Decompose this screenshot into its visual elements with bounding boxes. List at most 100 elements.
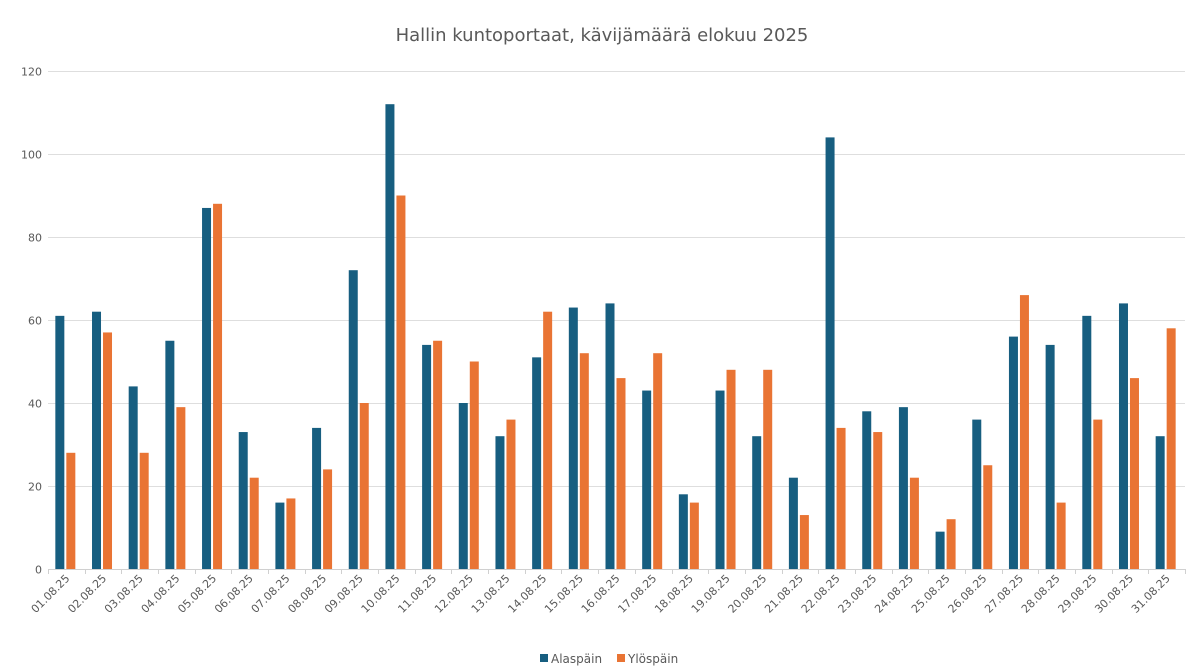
bar-ylospain — [543, 311, 553, 569]
bar-alaspain — [275, 502, 285, 569]
y-tick-label: 20 — [28, 481, 42, 494]
x-tick-label: 30.08.25 — [1092, 572, 1136, 616]
bar-alaspain — [972, 419, 982, 569]
bar-ylospain — [579, 353, 589, 569]
x-tick-label: 04.08.25 — [139, 572, 183, 616]
x-tick-label: 02.08.25 — [65, 572, 109, 616]
x-tick-label: 16.08.25 — [579, 572, 623, 616]
x-tick-label: 23.08.25 — [836, 572, 880, 616]
x-tick-label: 10.08.25 — [359, 572, 403, 616]
x-tick-label: 31.08.25 — [1129, 572, 1173, 616]
bar-ylospain — [1166, 328, 1176, 569]
bar-ylospain — [103, 332, 113, 569]
bar-alaspain — [898, 407, 908, 569]
bar-alaspain — [1155, 436, 1165, 569]
bar-ylospain — [909, 477, 919, 569]
y-tick-label: 40 — [28, 398, 42, 411]
bar-alaspain — [312, 427, 322, 569]
bar-alaspain — [385, 104, 395, 569]
bar-alaspain — [678, 494, 688, 569]
bar-alaspain — [568, 307, 578, 569]
bar-alaspain — [55, 315, 65, 569]
x-tick-label: 18.08.25 — [652, 572, 696, 616]
bar-ylospain — [213, 203, 223, 570]
bar-ylospain — [1129, 378, 1139, 569]
legend-swatch — [540, 654, 548, 662]
y-tick-label: 80 — [28, 232, 42, 245]
x-tick-label: 12.08.25 — [432, 572, 476, 616]
bar-ylospain — [946, 519, 956, 569]
x-tick-label: 21.08.25 — [762, 572, 806, 616]
x-tick-label: 29.08.25 — [1056, 572, 1100, 616]
x-tick-label: 05.08.25 — [175, 572, 219, 616]
bar-ylospain — [323, 469, 333, 569]
x-tick-label: 15.08.25 — [542, 572, 586, 616]
x-tick-label: 07.08.25 — [249, 572, 293, 616]
bar-alaspain — [935, 531, 945, 569]
bar-ylospain — [799, 515, 809, 569]
x-tick-label: 11.08.25 — [395, 572, 439, 616]
bar-ylospain — [176, 407, 186, 569]
legend-swatch — [617, 654, 625, 662]
bar-alaspain — [92, 311, 102, 569]
bar-ylospain — [616, 378, 626, 569]
bar-ylospain — [506, 419, 516, 569]
legend-label: Ylöspäin — [627, 652, 678, 666]
bar-ylospain — [689, 502, 699, 569]
bar-alaspain — [642, 390, 652, 569]
bar-ylospain — [983, 465, 993, 569]
x-tick-label: 25.08.25 — [909, 572, 953, 616]
bar-alaspain — [532, 357, 542, 569]
bar-alaspain — [605, 303, 615, 569]
bar-ylospain — [66, 452, 76, 569]
bar-alaspain — [752, 436, 762, 569]
x-tick-label: 13.08.25 — [469, 572, 513, 616]
y-tick-label: 0 — [35, 564, 42, 577]
bar-alaspain — [165, 340, 175, 569]
bar-alaspain — [1008, 336, 1018, 569]
bar-ylospain — [653, 353, 663, 569]
x-tick-label: 06.08.25 — [212, 572, 256, 616]
bar-alaspain — [1045, 344, 1055, 569]
bar-ylospain — [249, 477, 259, 569]
x-tick-label: 28.08.25 — [1019, 572, 1063, 616]
bar-alaspain — [238, 432, 248, 569]
bar-ylospain — [286, 498, 296, 569]
y-tick-label: 60 — [28, 315, 42, 328]
bar-alaspain — [1118, 303, 1128, 569]
chart-title: Hallin kuntoportaat, kävijämäärä elokuu … — [396, 25, 809, 46]
x-tick-label: 08.08.25 — [285, 572, 329, 616]
bar-alaspain — [202, 207, 212, 569]
bar-ylospain — [873, 432, 883, 569]
bar-alaspain — [715, 390, 725, 569]
bar-ylospain — [396, 195, 406, 569]
bar-alaspain — [128, 386, 138, 569]
x-tick-label: 22.08.25 — [799, 572, 843, 616]
bar-alaspain — [458, 403, 468, 569]
bar-alaspain — [1082, 315, 1092, 569]
bar-alaspain — [825, 137, 835, 569]
bar-alaspain — [862, 411, 872, 569]
y-tick-label: 120 — [21, 66, 42, 79]
bar-ylospain — [1056, 502, 1066, 569]
bar-alaspain — [422, 344, 432, 569]
bar-ylospain — [359, 403, 369, 569]
x-tick-label: 27.08.25 — [982, 572, 1026, 616]
x-tick-label: 01.08.25 — [29, 572, 73, 616]
x-tick-label: 24.08.25 — [872, 572, 916, 616]
bar-ylospain — [469, 361, 479, 569]
bar-ylospain — [1019, 295, 1029, 569]
x-tick-label: 09.08.25 — [322, 572, 366, 616]
x-tick-label: 17.08.25 — [615, 572, 659, 616]
bar-ylospain — [836, 427, 846, 569]
x-tick-label: 14.08.25 — [505, 572, 549, 616]
bar-ylospain — [726, 369, 736, 569]
x-tick-label: 19.08.25 — [689, 572, 733, 616]
bar-ylospain — [139, 452, 149, 569]
bar-alaspain — [788, 477, 798, 569]
bar-alaspain — [495, 436, 505, 569]
x-tick-label: 03.08.25 — [102, 572, 146, 616]
y-tick-label: 100 — [21, 149, 42, 162]
bar-alaspain — [348, 270, 358, 569]
x-tick-label: 26.08.25 — [946, 572, 990, 616]
